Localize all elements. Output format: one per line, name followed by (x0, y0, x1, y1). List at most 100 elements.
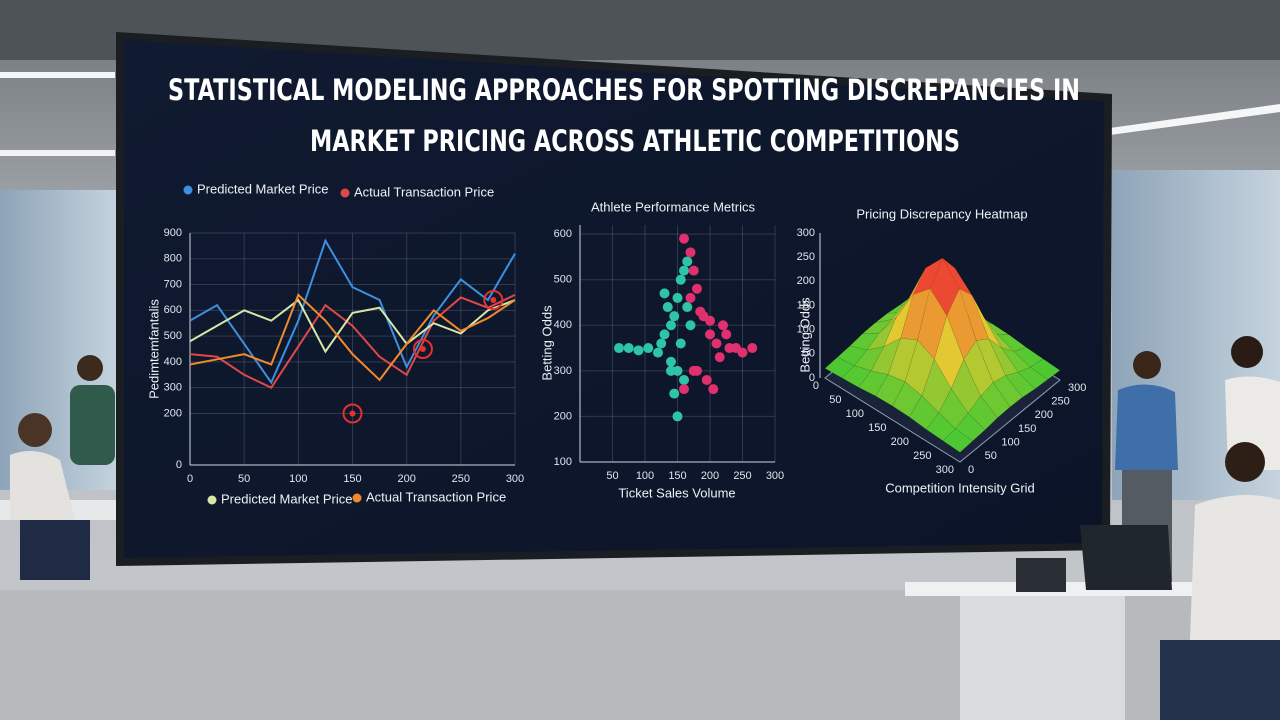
person-head (18, 413, 52, 447)
scatter-point (711, 338, 722, 349)
legend-marker (183, 185, 193, 195)
scatter-point (679, 384, 689, 395)
y-axis-label: Betting Odds (539, 305, 554, 381)
y-tick-label: 600 (164, 304, 182, 316)
scatter-point (659, 329, 670, 340)
screen-title: STATISTICAL MODELING APPROACHES FOR SPOT… (168, 73, 1080, 107)
scatter-point (614, 343, 624, 354)
highlight-dot (349, 410, 356, 417)
ceiling-light (0, 150, 115, 156)
scatter-point (679, 374, 689, 385)
y-tick-label: 0 (809, 372, 815, 384)
legend-label: Actual Transaction Price (366, 489, 506, 504)
x-tick-label: 150 (868, 422, 886, 434)
z-tick-label: 100 (1001, 437, 1019, 449)
scatter-point (682, 256, 693, 267)
x-tick-label: 250 (452, 473, 470, 485)
highlight-ring (342, 403, 363, 424)
surface-cell (1005, 371, 1036, 398)
series-line (189, 293, 516, 389)
scatter-point (679, 265, 689, 276)
legend-label: Predicted Market Price (197, 181, 329, 196)
highlight-dot (490, 297, 497, 304)
person-body (10, 451, 75, 520)
person-head (77, 355, 103, 381)
x-tick-label: 100 (289, 473, 307, 485)
y-tick-label: 100 (797, 324, 815, 336)
y-tick-label: 400 (554, 319, 572, 331)
scatter-point (721, 329, 732, 340)
highlight-ring (412, 339, 433, 359)
person-head (1225, 442, 1265, 482)
scatter-point (682, 302, 693, 313)
scatter-point (669, 311, 680, 322)
surface-cell (967, 395, 998, 431)
scatter-point (656, 338, 667, 349)
scatter-point (708, 384, 719, 395)
y-axis-label: Pedimtemfantalis (146, 299, 161, 399)
ceiling-light (0, 72, 115, 78)
scatter-point (685, 292, 696, 303)
legend-marker (352, 493, 362, 503)
desk-cabinet (960, 596, 1125, 720)
x-tick-label: 250 (913, 450, 931, 462)
scatter-point (747, 343, 758, 354)
series-line (189, 298, 516, 354)
x-tick-label: 50 (606, 470, 618, 482)
y-tick-label: 500 (554, 274, 572, 286)
y-tick-label: 700 (164, 278, 182, 290)
y-tick-label: 600 (554, 228, 572, 240)
z-tick-label: 50 (985, 450, 997, 462)
x-tick-label: 200 (891, 436, 909, 448)
scatter-point (653, 347, 663, 358)
z-tick-label: 150 (1018, 423, 1036, 435)
scatter-point (672, 411, 683, 422)
surface-cell (1017, 366, 1048, 390)
x-tick-label: 100 (846, 408, 864, 420)
laptop (1080, 525, 1172, 590)
person-legs (20, 520, 90, 580)
screen (124, 40, 1104, 558)
y-tick-label: 50 (803, 348, 815, 360)
person-body (1115, 384, 1178, 470)
y-tick-label: 200 (164, 407, 182, 419)
x-tick-label: 200 (397, 473, 415, 485)
scatter-point (662, 302, 673, 313)
person-legs (1160, 640, 1280, 720)
x-axis-label: Ticket Sales Volume (618, 485, 735, 500)
x-tick-label: 300 (936, 464, 954, 476)
x-tick-label: 200 (701, 470, 719, 482)
ceiling-light (1110, 104, 1280, 135)
x-tick-label: 50 (829, 394, 841, 406)
scatter-point (666, 365, 676, 376)
z-tick-label: 0 (968, 464, 974, 476)
scatter-point (672, 292, 683, 303)
scatter-point (695, 306, 706, 317)
scatter-point (701, 374, 712, 385)
y-tick-label: 500 (164, 330, 182, 342)
scatter-point (643, 343, 654, 354)
highlight-ring (483, 290, 504, 311)
scatter-point (714, 352, 725, 363)
z-tick-label: 200 (1035, 409, 1053, 421)
surface-cell (980, 382, 1011, 419)
scatter-point (737, 347, 748, 358)
scatter-point (692, 283, 702, 294)
chart-title: Athlete Performance Metrics (591, 199, 756, 214)
x-tick-label: 150 (668, 470, 686, 482)
person-body (70, 385, 115, 465)
legend-marker (207, 495, 217, 505)
scatter-point (633, 345, 644, 356)
scatter-point (688, 365, 699, 376)
desk (905, 582, 1235, 596)
y-tick-label: 800 (164, 253, 182, 265)
scatter-point (675, 274, 686, 285)
scatter-point (666, 320, 676, 331)
person-head (1133, 351, 1161, 379)
y-tick-label: 300 (797, 227, 815, 239)
y-tick-label: 100 (554, 456, 572, 468)
x-axis-label: Competition Intensity Grid (885, 480, 1035, 495)
person-body (1190, 495, 1280, 640)
scatter-point (685, 320, 696, 331)
